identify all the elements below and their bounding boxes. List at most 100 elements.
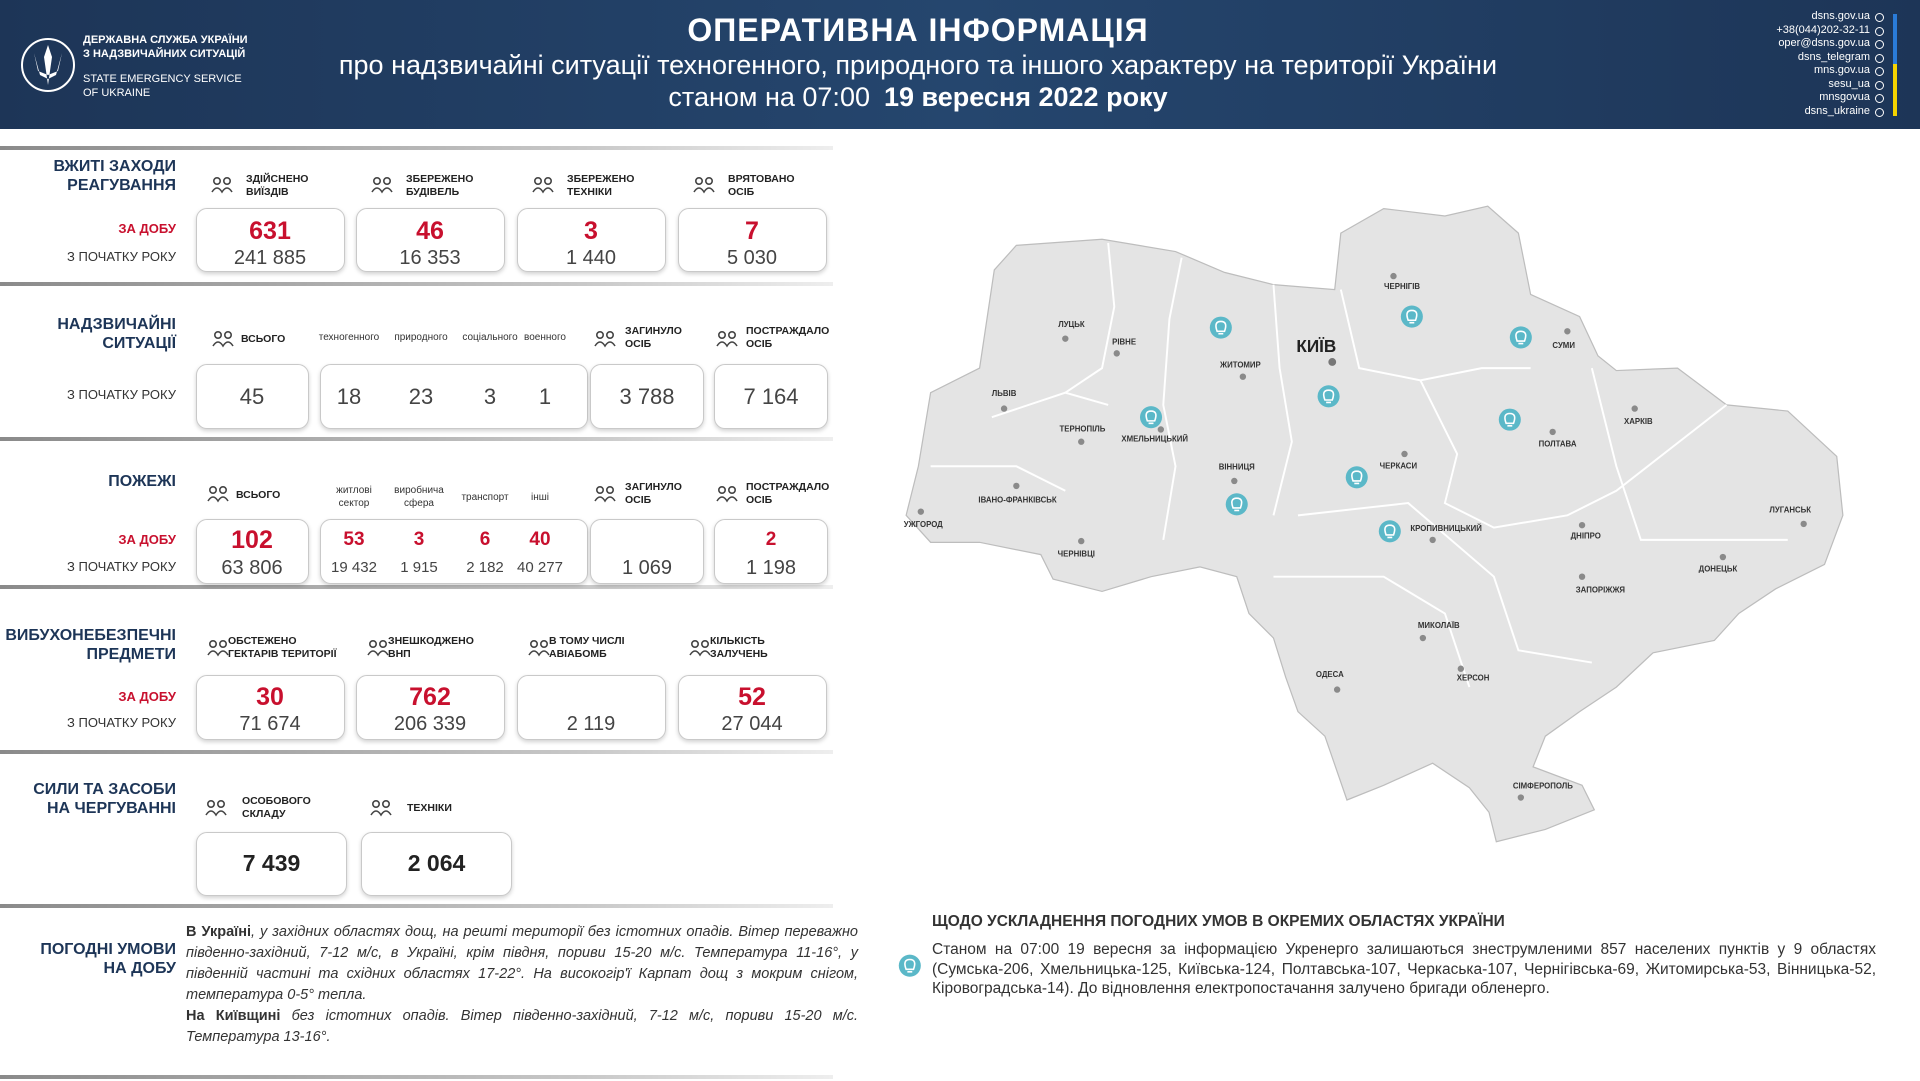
column-header: ВСЬОГО xyxy=(236,489,281,501)
title: ОПЕРАТИВНА ІНФОРМАЦІЯ xyxy=(687,12,1149,48)
value-year: 5 030 xyxy=(726,247,778,269)
contact-icon xyxy=(1875,67,1884,76)
contact: dsns_ukraine xyxy=(1804,104,1870,117)
region-border xyxy=(1064,242,1116,394)
value-year: 23 xyxy=(408,384,434,409)
contact: dsns_telegram xyxy=(1797,50,1870,63)
text-span: В Україні xyxy=(186,924,251,940)
region-border xyxy=(1297,502,1593,664)
city-dot xyxy=(1419,634,1427,642)
column-header: ЗДІЙСНЕНО ВИЇЗДІВ xyxy=(246,173,309,198)
column-header: ВСЬОГО xyxy=(241,333,286,345)
city-dot xyxy=(1390,272,1397,280)
row-label: З ПОЧАТКУ РОКУ xyxy=(67,715,176,730)
value-year: 2 182 xyxy=(466,559,504,576)
row-label: ЗА ДОБУ xyxy=(118,221,176,236)
section-title: СИЛИ ТА ЗАСОБИ НА ЧЕРГУВАННІ xyxy=(33,781,176,817)
text-span: станом на 07:00 xyxy=(668,82,870,112)
contact: +38(044)202-32-11 xyxy=(1776,23,1870,36)
date-line: станом на 07:00 19 вересня 2022 року xyxy=(260,82,1576,113)
column-header: ТЕХНІКИ xyxy=(407,802,452,814)
city-label: ДОНЕЦЬК xyxy=(1699,564,1738,573)
city-label: КРОПИВНИЦЬКИЙ xyxy=(1410,524,1482,533)
row-label: З ПОЧАТКУ РОКУ xyxy=(67,559,176,574)
city-label: ОДЕСА xyxy=(1316,670,1344,679)
city-label: ЧЕРКАСИ xyxy=(1380,461,1418,470)
flag-stripe xyxy=(1893,14,1897,64)
city-dot xyxy=(1631,405,1638,412)
box xyxy=(361,832,512,896)
icon xyxy=(716,485,738,503)
column-header: ПОСТРАЖДАЛО ОСІБ xyxy=(746,481,830,506)
column-header: ОБСТЕЖЕНО ГЕКТАРІВ ТЕРИТОРІЇ xyxy=(228,635,337,660)
city-dot xyxy=(1549,428,1556,436)
outage-icon xyxy=(1378,520,1401,543)
section-title: ВИБУХОНЕБЕЗПЕЧНІ ПРЕДМЕТИ xyxy=(5,627,176,663)
value-year: 2 119 xyxy=(566,713,616,735)
text-span: На Київщині xyxy=(186,1008,281,1024)
box xyxy=(678,675,827,740)
value-year: 1 xyxy=(538,384,552,409)
contact: oper@dsns.gov.ua xyxy=(1778,37,1870,49)
region-border xyxy=(930,465,1066,492)
subtitle: про надзвичайні ситуації техногенного, п… xyxy=(338,50,1498,80)
value-year: 45 xyxy=(239,384,265,409)
value-year: 71 674 xyxy=(239,713,301,735)
separator xyxy=(0,282,833,286)
icon xyxy=(207,639,229,657)
sub-label: природного xyxy=(394,332,448,343)
value-day: 52 xyxy=(738,683,766,711)
icon xyxy=(716,330,738,348)
value-day: 30 xyxy=(256,683,284,711)
city-dot xyxy=(1719,553,1727,561)
city-label: ДНІПРО xyxy=(1571,531,1601,540)
city-dot xyxy=(1078,438,1085,445)
city-label: ІВАНО-ФРАНКІВСЬК xyxy=(978,496,1056,505)
value-day: 6 xyxy=(479,529,491,550)
value-total: 7 439 xyxy=(242,850,301,876)
column-header: ПОСТРАЖДАЛО ОСІБ xyxy=(746,325,830,350)
icon xyxy=(594,330,616,348)
column-header: ВРЯТОВАНО ОСІБ xyxy=(728,173,795,198)
icon xyxy=(371,176,393,194)
value-year: 19 432 xyxy=(331,559,377,576)
separator xyxy=(0,585,833,589)
value-day: 762 xyxy=(409,683,451,711)
row-label: ЗА ДОБУ xyxy=(118,532,176,547)
weather-paragraph: На Київщині без істотних опадів. Вітер п… xyxy=(186,1006,858,1048)
bulb xyxy=(1231,497,1243,512)
value-year: 1 440 xyxy=(565,247,617,269)
city-label: РІВНЕ xyxy=(1112,337,1136,346)
text-span: , у західних областях дощ, на решті тери… xyxy=(186,924,858,1003)
value-year: 1 915 xyxy=(400,559,438,576)
value-day: 102 xyxy=(231,526,273,554)
city-dot xyxy=(1578,521,1586,529)
contact-icon xyxy=(1875,53,1884,63)
value-total: 2 064 xyxy=(407,850,466,876)
city-label: ЖИТОМИР xyxy=(1219,361,1261,370)
row-label: ЗА ДОБУ xyxy=(118,689,176,704)
section-title: НАДЗВИЧАЙНІ СИТУАЦІЇ xyxy=(57,316,176,352)
bulb xyxy=(1145,410,1157,425)
value-day: 53 xyxy=(343,529,365,550)
icon xyxy=(370,799,392,817)
bulb xyxy=(1406,309,1418,324)
box xyxy=(590,364,704,429)
sub-label: інші xyxy=(531,492,549,503)
box xyxy=(714,364,828,429)
region-border xyxy=(1590,367,1788,541)
icon xyxy=(207,485,229,503)
city-label: ЧЕРНІВЦІ xyxy=(1058,550,1095,559)
city-dot xyxy=(1578,573,1586,580)
weather-paragraph: В Україні, у західних областях дощ, на р… xyxy=(186,922,858,1006)
emblem xyxy=(21,38,75,92)
region-border xyxy=(1272,284,1293,516)
separator xyxy=(0,750,833,754)
contact-icon xyxy=(1875,94,1884,103)
outage-icon xyxy=(1509,326,1532,349)
outage-icon xyxy=(1317,385,1340,408)
city-dot xyxy=(1800,520,1807,528)
city-label: ЧЕРНІГІВ xyxy=(1384,282,1420,291)
city-label: СІМФЕРОПОЛЬ xyxy=(1513,782,1573,791)
